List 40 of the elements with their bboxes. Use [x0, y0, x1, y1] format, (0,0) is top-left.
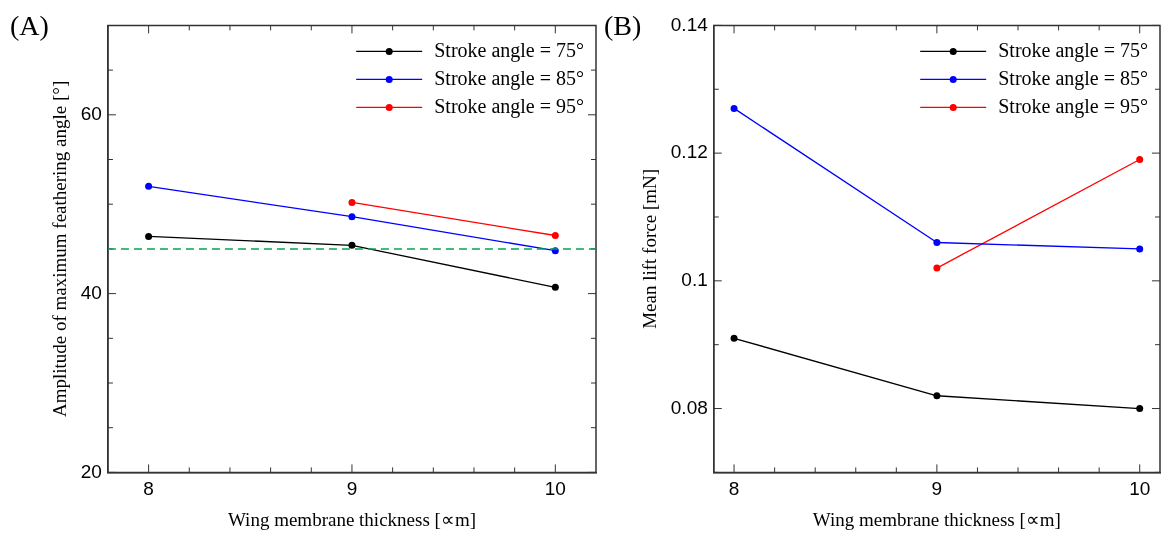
point [348, 213, 356, 221]
point [145, 232, 153, 240]
point [145, 182, 153, 190]
point [348, 241, 356, 249]
text: (A) [10, 10, 49, 41]
point [730, 104, 738, 112]
y-tick-label: 0.1 [681, 269, 708, 291]
x-tick-label: 10 [1129, 478, 1151, 500]
y-axis-title: Mean lift force [mN] [639, 168, 661, 329]
legend-label: Stroke angle = 75° [998, 38, 1149, 62]
y-tick-label: 0.14 [670, 13, 709, 35]
y-axis-title: Amplitude of maximum feathering angle [°] [49, 80, 71, 418]
legend-label: Stroke angle = 75° [434, 38, 585, 62]
text: (B) [604, 10, 642, 41]
y-tick-label: 0.08 [670, 396, 708, 418]
x-tick-label: 9 [931, 478, 943, 500]
point [1136, 156, 1144, 163]
x-tick-label: 8 [728, 478, 740, 500]
point [1136, 405, 1144, 413]
legend-label: Stroke angle = 95° [998, 94, 1149, 118]
point [730, 334, 738, 342]
x-axis-title: Wing membrane thickness [∝m] [812, 508, 1061, 530]
y-tick-label: 60 [80, 103, 102, 125]
point [933, 264, 941, 272]
point [1136, 245, 1144, 253]
point [551, 231, 559, 239]
point [933, 239, 941, 247]
point [551, 283, 559, 291]
legend-label: Stroke angle = 85° [998, 66, 1149, 90]
y-tick-label: 0.12 [670, 141, 708, 163]
point [348, 198, 356, 206]
x-tick-label: 10 [544, 478, 566, 500]
point [933, 392, 941, 400]
legend-label: Stroke angle = 95° [434, 94, 585, 118]
y-tick-label: 40 [80, 281, 102, 303]
x-axis-title: Wing membrane thickness [∝m] [227, 508, 476, 530]
legend-label: Stroke angle = 85° [434, 66, 585, 90]
x-tick-label: 9 [346, 478, 358, 500]
x-tick-label: 8 [143, 478, 154, 500]
y-tick-label: 20 [80, 460, 102, 482]
